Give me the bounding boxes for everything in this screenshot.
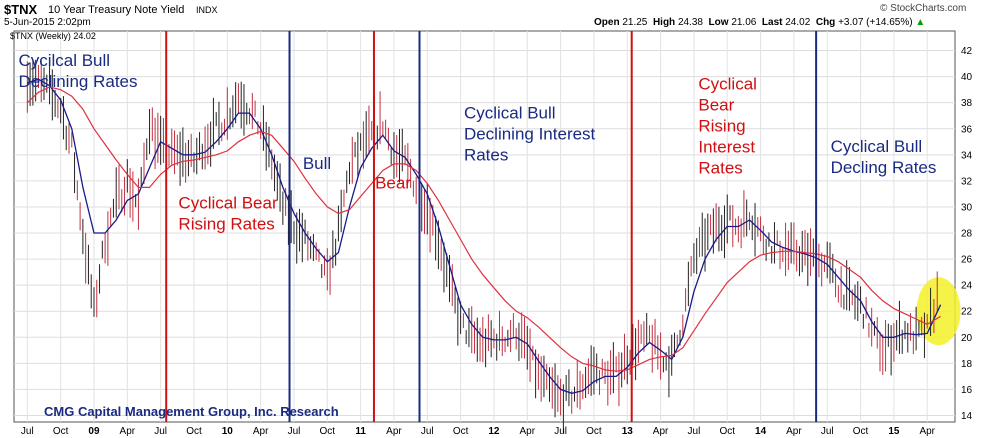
- y-axis-ticks: 14 16 18 20 22 24 26 28 30 32 34 36 38 40 42: [961, 46, 973, 422]
- y-tick-label: 24: [961, 281, 973, 292]
- low-label: Low: [708, 17, 729, 28]
- x-tick-label: Jul: [554, 426, 567, 437]
- cycle-annotation-line: Interest: [698, 138, 755, 157]
- x-tick-label: 15: [888, 426, 900, 437]
- cycle-annotation-line: Cyclical: [698, 75, 757, 94]
- footer-credit: CMG Capital Management Group, Inc. Resea…: [44, 404, 339, 419]
- x-tick-label: Apr: [786, 426, 802, 437]
- cycle-annotation-line: Cyclical Bull: [464, 103, 556, 122]
- y-tick-label: 16: [961, 385, 973, 396]
- y-tick-label: 18: [961, 359, 973, 370]
- cycle-annotation: Cyclical Bear Rising Rates: [178, 193, 278, 233]
- cycle-annotation-line: Bear: [375, 174, 411, 193]
- high-label: High: [652, 17, 676, 28]
- x-tick-label: Apr: [253, 426, 269, 437]
- cycle-divider-lines: [165, 31, 818, 422]
- x-tick-label: 13: [622, 426, 634, 437]
- x-axis-ticks: Jul Oct 09 Apr Jul Oct 10 Apr Jul Oct 11 Apr Jul Oct 1…: [21, 426, 936, 437]
- x-tick-label: Jul: [21, 426, 34, 437]
- open-label: Open: [594, 17, 620, 28]
- low-value: 21.06: [731, 17, 757, 28]
- grid-lines: [14, 31, 955, 422]
- cycle-annotation-line: Rates: [698, 159, 742, 178]
- y-tick-label: 26: [961, 255, 973, 266]
- y-tick-label: 40: [961, 72, 973, 83]
- cycle-annotation: Cyclical Bull Declining Interest Rates: [464, 103, 596, 164]
- x-tick-label: Oct: [453, 426, 469, 437]
- short-ma-line: [27, 78, 942, 394]
- series-inner-label: $TNX (Weekly) 24.02: [10, 31, 96, 41]
- x-tick-label: Jul: [288, 426, 301, 437]
- cycle-annotation-line: Rising: [698, 117, 745, 136]
- y-tick-label: 28: [961, 229, 973, 240]
- y-tick-label: 22: [961, 307, 973, 318]
- y-tick-label: 30: [961, 202, 973, 213]
- series-lines: [26, 78, 942, 394]
- cycle-annotation: Cyclical Bull Decling Rates: [831, 137, 937, 177]
- y-tick-label: 42: [961, 46, 973, 57]
- latest-highlight: [916, 277, 961, 346]
- chg-up-arrow-icon: ▲: [915, 17, 926, 28]
- cycle-annotation: Cycilcal Bull Declining Rates: [18, 51, 137, 91]
- cycle-annotation-line: Cyclical Bull: [831, 137, 923, 156]
- x-tick-label: Oct: [186, 426, 202, 437]
- cycle-annotations: Cycilcal Bull Declining Rates Cyclical Bea…: [18, 51, 936, 233]
- y-tick-label: 14: [961, 411, 973, 422]
- open-value: 21.25: [622, 17, 648, 28]
- y-tick-label: 38: [961, 98, 973, 109]
- x-tick-label: 09: [88, 426, 100, 437]
- date-label: 5-Jun-2015 2:02pm: [4, 17, 91, 28]
- high-value: 24.38: [677, 17, 703, 28]
- plot-frame: [13, 30, 956, 423]
- cycle-annotation: Bear: [375, 174, 411, 193]
- last-label: Last: [761, 17, 783, 28]
- cycle-annotation-line: Bear: [698, 96, 734, 115]
- y-tick-label: 32: [961, 176, 973, 187]
- long-ma-line: [26, 86, 941, 372]
- cycle-annotation-line: Bull: [303, 154, 331, 173]
- x-tick-label: 14: [755, 426, 767, 437]
- cycle-annotation-line: Decling Rates: [831, 158, 937, 177]
- x-tick-label: Oct: [853, 426, 869, 437]
- highlight-ellipse: [916, 277, 961, 346]
- cycle-annotation-line: Rising Rates: [178, 214, 274, 233]
- y-tick-label: 36: [961, 124, 973, 135]
- ohlc-readout: Open 21.25 High 24.38 Low 21.06 Last 24.…: [594, 17, 925, 28]
- exchange-label: INDX: [196, 5, 218, 15]
- chg-label: Chg: [815, 17, 836, 28]
- symbol-label: $TNX: [4, 2, 38, 17]
- security-name: 10 Year Treasury Note Yield: [48, 4, 185, 16]
- source-credit: © StockCharts.com: [880, 3, 967, 14]
- x-tick-label: Oct: [320, 426, 336, 437]
- cycle-annotation-line: Cyclical Bear: [178, 193, 278, 212]
- cycle-annotation: Bull: [303, 154, 331, 173]
- plot-background: [13, 30, 956, 423]
- x-tick-label: Jul: [154, 426, 167, 437]
- cycle-annotation: Cyclical Bear Rising Interest Rates: [698, 75, 757, 178]
- x-tick-label: Apr: [519, 426, 535, 437]
- chg-value: +3.07 (+14.65%): [838, 17, 913, 28]
- y-tick-label: 34: [961, 150, 973, 161]
- cycle-annotation-line: Rates: [464, 145, 508, 164]
- x-tick-label: 10: [222, 426, 234, 437]
- last-value: 24.02: [785, 17, 811, 28]
- x-tick-label: Apr: [386, 426, 402, 437]
- x-tick-label: Apr: [120, 426, 136, 437]
- x-tick-label: Jul: [821, 426, 834, 437]
- cycle-annotation-line: Declining Interest: [464, 124, 596, 143]
- x-tick-label: Jul: [688, 426, 701, 437]
- x-tick-label: Jul: [421, 426, 434, 437]
- x-tick-label: Apr: [919, 426, 935, 437]
- x-tick-label: Oct: [53, 426, 69, 437]
- x-tick-label: 11: [355, 426, 366, 437]
- cycle-annotation-line: Declining Rates: [18, 72, 137, 91]
- y-tick-label: 20: [961, 333, 973, 344]
- x-tick-label: 12: [488, 426, 500, 437]
- x-tick-label: Oct: [586, 426, 602, 437]
- chart-header: $TNX 10 Year Treasury Note Yield INDX 5-…: [0, 0, 990, 30]
- cycle-annotation-line: Cycilcal Bull: [18, 51, 110, 70]
- x-tick-label: Apr: [653, 426, 669, 437]
- x-tick-label: Oct: [719, 426, 735, 437]
